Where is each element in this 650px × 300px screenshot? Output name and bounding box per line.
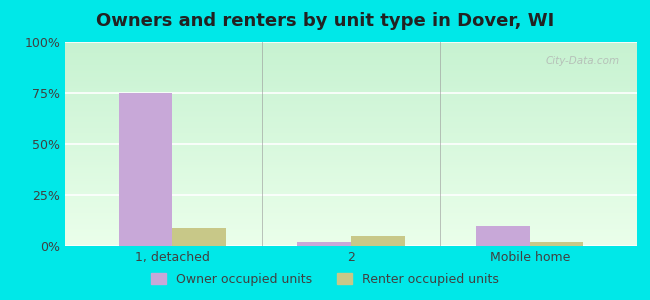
Bar bbox=[530, 242, 584, 246]
Legend: Owner occupied units, Renter occupied units: Owner occupied units, Renter occupied un… bbox=[146, 268, 504, 291]
Bar bbox=[351, 236, 404, 246]
Bar bbox=[476, 226, 530, 246]
Text: City-Data.com: City-Data.com bbox=[546, 56, 620, 66]
Bar bbox=[118, 93, 172, 246]
Bar bbox=[298, 242, 351, 246]
Bar bbox=[172, 228, 226, 246]
Text: Owners and renters by unit type in Dover, WI: Owners and renters by unit type in Dover… bbox=[96, 12, 554, 30]
